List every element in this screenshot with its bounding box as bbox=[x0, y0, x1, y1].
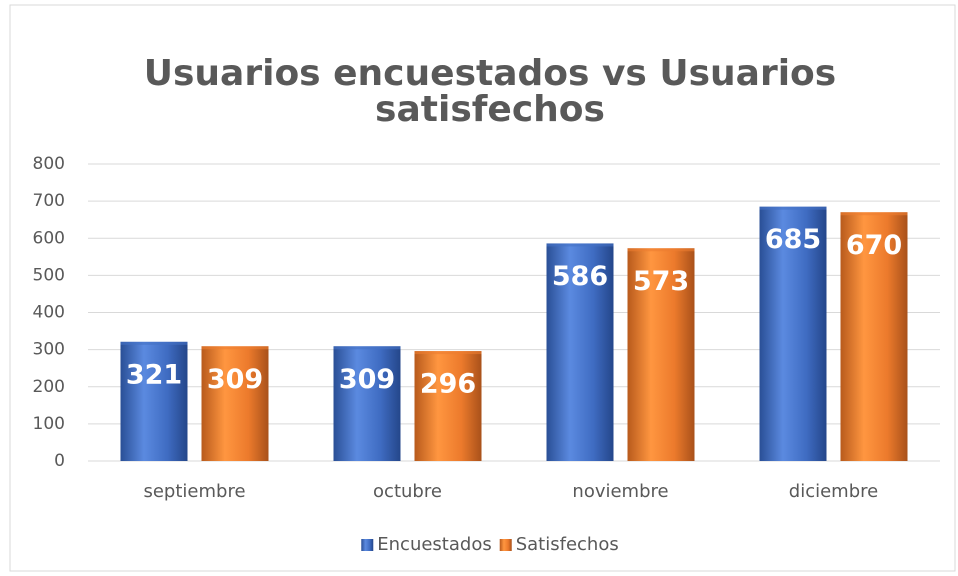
bar bbox=[546, 243, 614, 461]
bar-top bbox=[120, 341, 188, 345]
x-tick-label: noviembre bbox=[572, 481, 668, 502]
bar bbox=[201, 346, 269, 461]
bar bbox=[840, 212, 908, 461]
data-label: 670 bbox=[846, 230, 902, 261]
bar-top bbox=[546, 243, 614, 247]
data-label: 685 bbox=[765, 224, 821, 255]
data-label: 309 bbox=[339, 364, 395, 395]
bar bbox=[120, 341, 188, 461]
bar-top bbox=[840, 212, 908, 216]
y-tick-label: 600 bbox=[33, 228, 65, 248]
x-tick-label: octubre bbox=[373, 481, 442, 502]
legend-label: Satisfechos bbox=[516, 534, 619, 555]
x-tick-label: diciembre bbox=[789, 481, 878, 502]
data-label: 296 bbox=[420, 369, 476, 400]
chart-title: Usuarios encuestados vs Usuarios satisfec… bbox=[144, 53, 836, 130]
y-tick-label: 800 bbox=[33, 154, 65, 174]
bar-top bbox=[759, 206, 827, 210]
data-label: 573 bbox=[633, 266, 689, 297]
y-tick-label: 100 bbox=[33, 414, 65, 434]
bar-top bbox=[627, 248, 695, 252]
bar bbox=[759, 206, 827, 461]
data-label: 586 bbox=[552, 261, 608, 292]
y-tick-label: 200 bbox=[33, 377, 65, 397]
legend-swatch bbox=[499, 539, 512, 551]
x-tick-label: septiembre bbox=[143, 481, 245, 502]
y-tick-label: 500 bbox=[33, 265, 65, 285]
data-label: 309 bbox=[207, 364, 263, 395]
legend-label: Encuestados bbox=[377, 534, 491, 555]
bar-top bbox=[414, 351, 482, 355]
data-label: 321 bbox=[126, 359, 182, 390]
y-tick-label: 400 bbox=[33, 303, 65, 323]
bar bbox=[333, 346, 401, 461]
bar bbox=[414, 351, 482, 461]
bar bbox=[627, 248, 695, 461]
legend-swatch bbox=[361, 539, 374, 551]
bar-top bbox=[201, 346, 269, 350]
y-tick-label: 0 bbox=[54, 451, 65, 471]
bar-top bbox=[333, 346, 401, 350]
y-tick-label: 700 bbox=[33, 191, 65, 211]
y-tick-label: 300 bbox=[33, 340, 65, 360]
